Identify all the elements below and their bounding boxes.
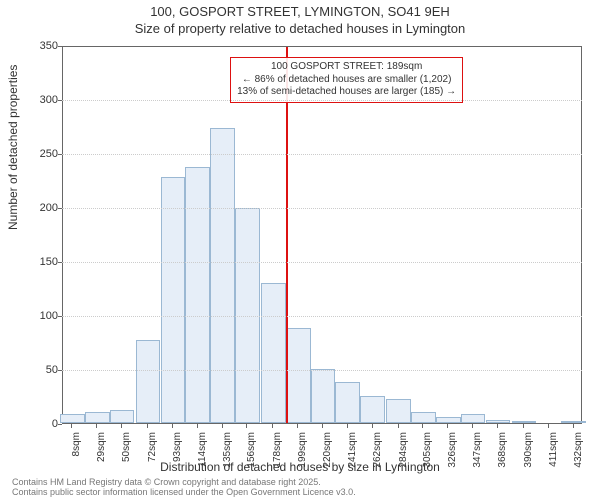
histogram-bar — [161, 177, 186, 423]
y-tick-mark — [58, 262, 62, 263]
y-tick-mark — [58, 100, 62, 101]
x-tick-label: 432sqm — [573, 432, 584, 472]
histogram-bar — [436, 417, 461, 423]
y-axis-label: Number of detached properties — [6, 65, 20, 230]
x-tick-label: 284sqm — [398, 432, 409, 472]
x-tick-label: 326sqm — [447, 432, 458, 472]
x-tick-mark — [523, 424, 524, 428]
x-tick-mark — [372, 424, 373, 428]
histogram-bar — [60, 414, 85, 423]
reference-line — [286, 47, 288, 423]
y-tick-mark — [58, 316, 62, 317]
histogram-bar — [486, 420, 511, 423]
histogram-bar — [311, 369, 336, 423]
x-tick-mark — [96, 424, 97, 428]
x-tick-label: 114sqm — [197, 432, 208, 472]
x-tick-mark — [422, 424, 423, 428]
footer-attribution: Contains HM Land Registry data © Crown c… — [12, 478, 356, 498]
y-tick-label: 100 — [30, 310, 58, 322]
x-tick-label: 178sqm — [272, 432, 283, 472]
x-tick-mark — [172, 424, 173, 428]
x-tick-mark — [71, 424, 72, 428]
x-tick-label: 156sqm — [246, 432, 257, 472]
y-tick-label: 200 — [30, 202, 58, 214]
x-tick-mark — [497, 424, 498, 428]
y-tick-label: 50 — [30, 364, 58, 376]
x-tick-label: 347sqm — [472, 432, 483, 472]
x-tick-mark — [147, 424, 148, 428]
x-tick-mark — [272, 424, 273, 428]
x-tick-label: 411sqm — [548, 432, 559, 472]
histogram-bar — [386, 399, 411, 423]
x-tick-label: 368sqm — [497, 432, 508, 472]
x-tick-label: 199sqm — [297, 432, 308, 472]
gridline-h — [62, 370, 582, 371]
x-tick-label: 135sqm — [222, 432, 233, 472]
y-tick-mark — [58, 208, 62, 209]
gridline-h — [62, 100, 582, 101]
page-title-line1: 100, GOSPORT STREET, LYMINGTON, SO41 9EH — [0, 4, 600, 19]
y-tick-label: 350 — [30, 40, 58, 52]
y-tick-mark — [58, 46, 62, 47]
annotation-box: 100 GOSPORT STREET: 189sqm← 86% of detac… — [230, 57, 463, 103]
histogram-bar — [335, 382, 360, 423]
x-tick-mark — [447, 424, 448, 428]
y-tick-mark — [58, 370, 62, 371]
x-tick-label: 220sqm — [322, 432, 333, 472]
gridline-h — [62, 208, 582, 209]
x-tick-mark — [322, 424, 323, 428]
histogram-bar — [210, 128, 235, 423]
x-tick-mark — [347, 424, 348, 428]
annotation-line3: 13% of semi-detached houses are larger (… — [237, 86, 456, 99]
gridline-h — [62, 262, 582, 263]
gridline-h — [62, 316, 582, 317]
x-tick-mark — [197, 424, 198, 428]
footer-line2: Contains public sector information licen… — [12, 488, 356, 498]
x-tick-mark — [398, 424, 399, 428]
page-title-line2: Size of property relative to detached ho… — [0, 21, 600, 36]
histogram-bar — [411, 412, 436, 423]
x-tick-mark — [246, 424, 247, 428]
histogram-plot-area: 100 GOSPORT STREET: 189sqm← 86% of detac… — [62, 46, 582, 424]
x-tick-mark — [222, 424, 223, 428]
x-tick-label: 241sqm — [347, 432, 358, 472]
x-tick-label: 93sqm — [172, 432, 183, 472]
x-tick-label: 305sqm — [422, 432, 433, 472]
x-tick-mark — [297, 424, 298, 428]
gridline-h — [62, 154, 582, 155]
histogram-bar — [110, 410, 135, 423]
y-tick-mark — [58, 154, 62, 155]
x-tick-label: 72sqm — [147, 432, 158, 472]
histogram-bar — [461, 414, 486, 423]
annotation-line1: 100 GOSPORT STREET: 189sqm — [237, 61, 456, 74]
x-tick-mark — [548, 424, 549, 428]
y-tick-label: 0 — [30, 418, 58, 430]
x-tick-label: 8sqm — [71, 432, 82, 472]
annotation-line2: ← 86% of detached houses are smaller (1,… — [237, 74, 456, 87]
x-tick-label: 50sqm — [121, 432, 132, 472]
histogram-bar — [286, 328, 311, 423]
histogram-bar — [261, 283, 286, 423]
histogram-bar — [85, 412, 110, 423]
y-tick-label: 300 — [30, 94, 58, 106]
y-tick-label: 150 — [30, 256, 58, 268]
y-tick-mark — [58, 424, 62, 425]
x-tick-label: 262sqm — [372, 432, 383, 472]
histogram-bar — [561, 421, 586, 423]
histogram-bar — [360, 396, 385, 423]
histogram-bar — [136, 340, 161, 423]
x-tick-label: 390sqm — [523, 432, 534, 472]
x-tick-mark — [121, 424, 122, 428]
histogram-bar — [512, 421, 537, 423]
x-tick-mark — [472, 424, 473, 428]
x-tick-label: 29sqm — [96, 432, 107, 472]
histogram-bar — [185, 167, 210, 423]
y-tick-label: 250 — [30, 148, 58, 160]
x-tick-mark — [573, 424, 574, 428]
